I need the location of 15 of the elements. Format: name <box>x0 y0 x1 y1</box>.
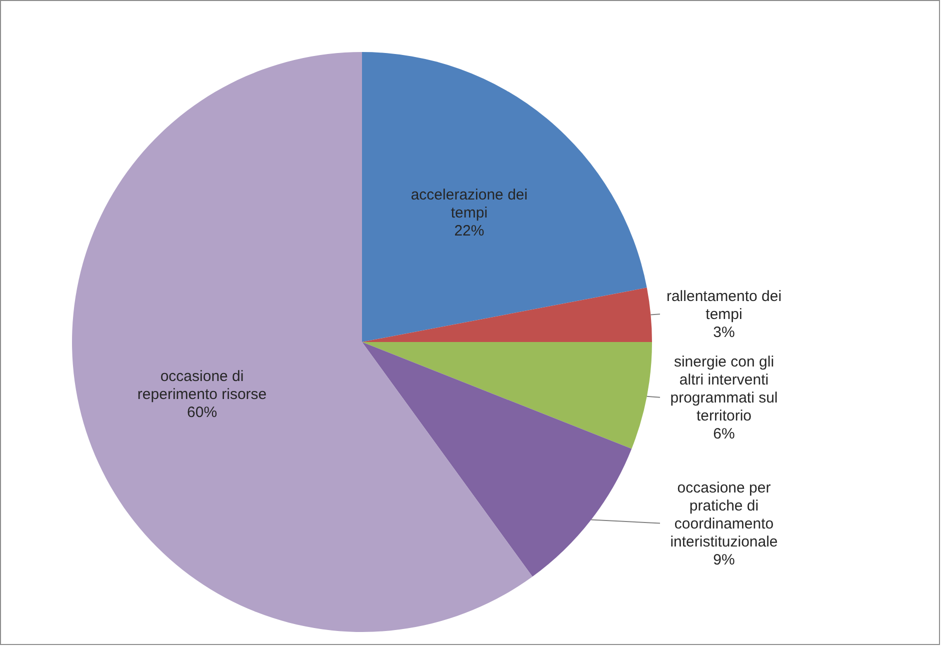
pie-slice <box>362 342 652 449</box>
pie-slice <box>72 52 532 632</box>
data-label: 6% <box>713 425 735 442</box>
slice-label: occasione di reperimento risorse <box>137 368 267 403</box>
data-label: 3% <box>713 324 735 342</box>
slice-label: rallentamento dei tempi <box>666 288 782 324</box>
data-label: 9% <box>713 551 735 568</box>
data-label: 22% <box>454 222 484 240</box>
pie-slice <box>362 342 632 577</box>
pie-slice <box>362 288 652 342</box>
pie-slice <box>362 52 647 342</box>
data-label: 60% <box>187 404 218 421</box>
slice-label: occasione per pratiche di coordinamento interistituzionale <box>670 479 778 550</box>
slice-label: sinergie con gli altri interventi programmati sul territorio <box>670 353 778 424</box>
slice-label: accelerazione dei tempi <box>410 186 528 222</box>
